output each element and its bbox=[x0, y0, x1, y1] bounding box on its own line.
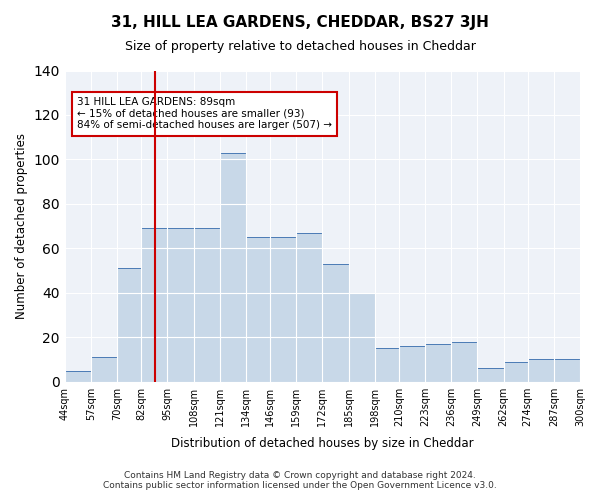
Bar bbox=[270, 237, 296, 382]
Bar bbox=[322, 264, 349, 382]
Bar bbox=[399, 346, 425, 382]
Text: 31, HILL LEA GARDENS, CHEDDAR, BS27 3JH: 31, HILL LEA GARDENS, CHEDDAR, BS27 3JH bbox=[111, 15, 489, 30]
Text: Contains HM Land Registry data © Crown copyright and database right 2024.
Contai: Contains HM Land Registry data © Crown c… bbox=[103, 470, 497, 490]
Bar bbox=[527, 360, 554, 382]
Bar bbox=[349, 293, 375, 382]
Bar bbox=[91, 357, 117, 382]
Bar bbox=[451, 342, 478, 382]
X-axis label: Distribution of detached houses by size in Cheddar: Distribution of detached houses by size … bbox=[171, 437, 474, 450]
Bar bbox=[141, 228, 167, 382]
Y-axis label: Number of detached properties: Number of detached properties bbox=[15, 133, 28, 319]
Bar bbox=[65, 370, 91, 382]
Bar bbox=[194, 228, 220, 382]
Bar bbox=[167, 228, 194, 382]
Bar bbox=[375, 348, 399, 382]
Bar bbox=[246, 237, 270, 382]
Bar bbox=[503, 362, 527, 382]
Bar bbox=[425, 344, 451, 382]
Text: Size of property relative to detached houses in Cheddar: Size of property relative to detached ho… bbox=[125, 40, 475, 53]
Text: 31 HILL LEA GARDENS: 89sqm
← 15% of detached houses are smaller (93)
84% of semi: 31 HILL LEA GARDENS: 89sqm ← 15% of deta… bbox=[77, 97, 332, 130]
Bar bbox=[478, 368, 503, 382]
Bar bbox=[296, 232, 322, 382]
Bar bbox=[220, 152, 246, 382]
Bar bbox=[554, 360, 580, 382]
Bar bbox=[117, 268, 141, 382]
